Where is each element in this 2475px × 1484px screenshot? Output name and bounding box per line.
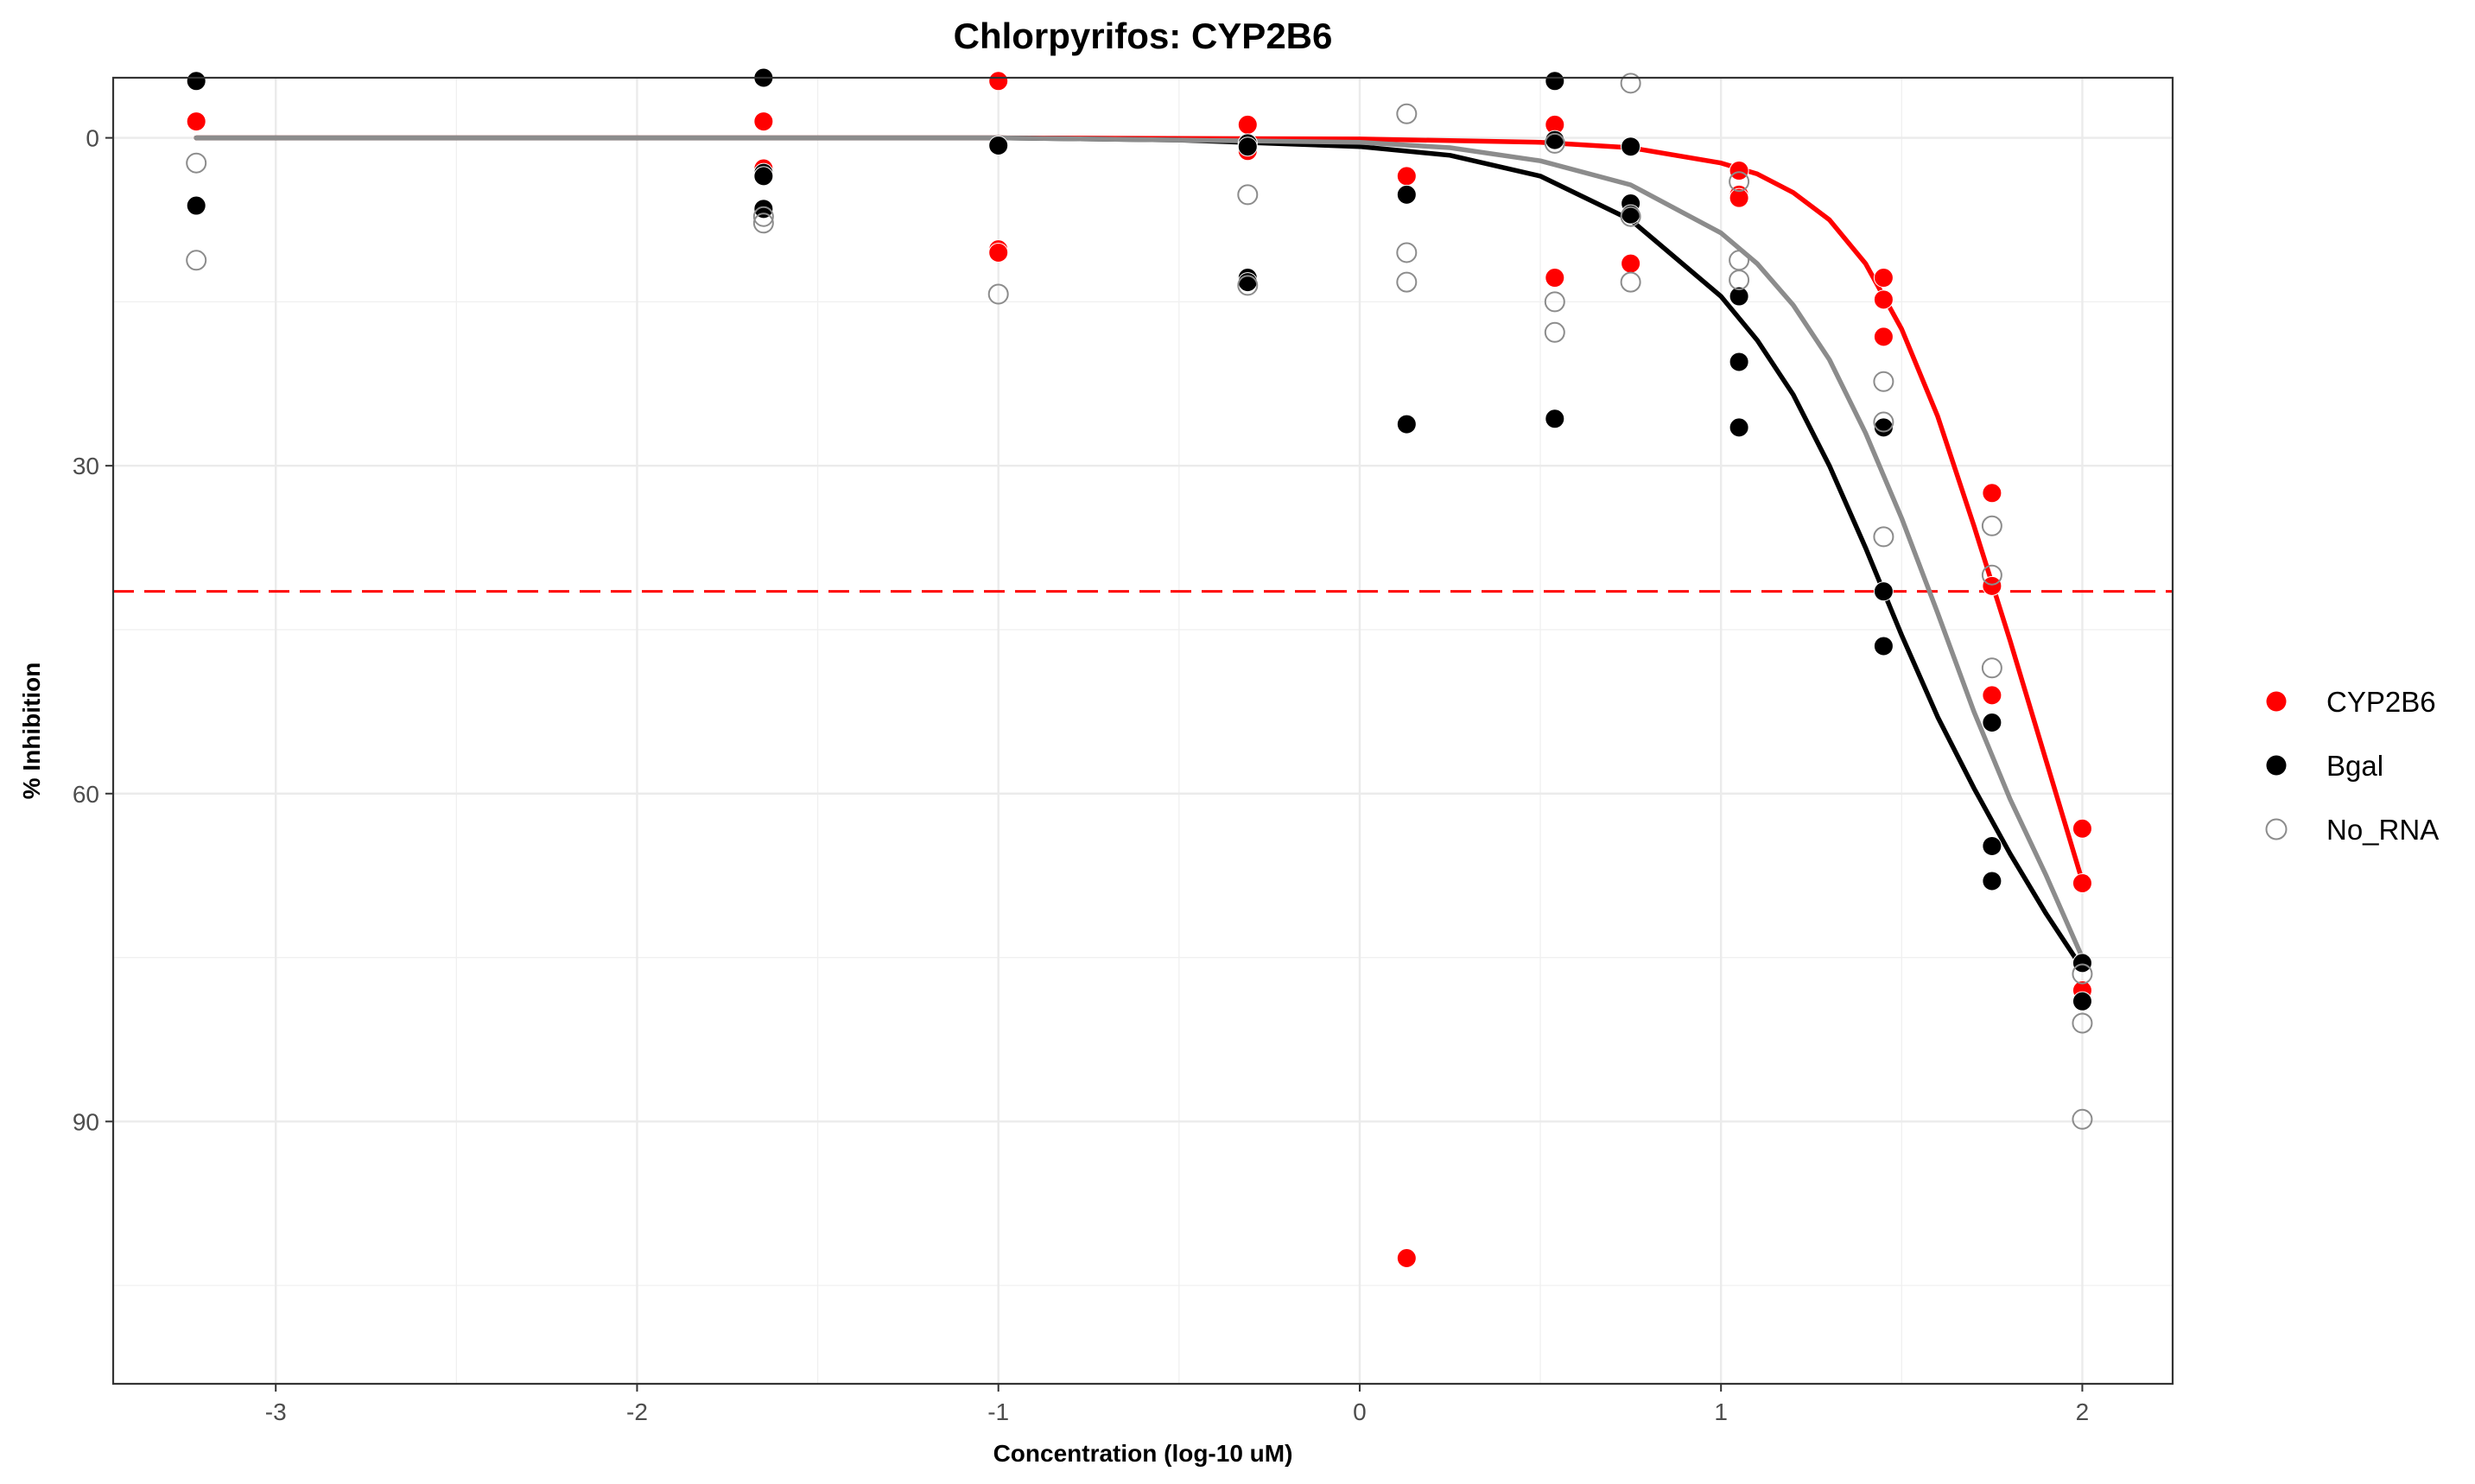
data-point-bgal	[2072, 953, 2092, 973]
data-point-no-rna	[1873, 411, 1894, 433]
y-tick-label: 30	[73, 453, 99, 479]
data-point-cyp2b6	[1396, 1247, 1417, 1268]
data-point-bgal	[1545, 71, 1565, 92]
data-point-no-rna	[2072, 963, 2093, 985]
data-point-no-rna	[1620, 206, 1641, 227]
y-tick-label: 60	[73, 781, 99, 808]
data-point-cyp2b6	[753, 111, 774, 132]
data-point-bgal	[1621, 136, 1641, 157]
data-point-bgal	[1396, 414, 1417, 434]
data-point-cyp2b6	[186, 111, 206, 132]
data-point-bgal	[186, 195, 206, 216]
data-point-no-rna	[987, 283, 1009, 305]
y-axis-title: % Inhibition	[18, 663, 45, 800]
legend-key-bgal	[2266, 755, 2287, 776]
x-tick-label: 0	[1353, 1398, 1367, 1425]
data-point-cyp2b6	[988, 242, 1009, 263]
data-point-no-rna	[1396, 242, 1418, 263]
data-point-no-rna	[1544, 291, 1565, 313]
data-point-bgal	[753, 199, 774, 219]
data-point-no-rna	[1729, 171, 1750, 193]
data-point-cyp2b6	[1621, 253, 1641, 274]
data-point-cyp2b6	[1396, 166, 1417, 187]
data-point-cyp2b6	[1873, 289, 1894, 310]
y-tick-label: 0	[86, 125, 99, 152]
x-axis: -3 -2 -1 0 1 2	[265, 1384, 2089, 1425]
data-point-cyp2b6	[2072, 818, 2092, 839]
data-point-no-rna	[1544, 321, 1565, 343]
legend-label-bgal: Bgal	[2326, 750, 2383, 782]
data-point-cyp2b6	[1982, 575, 2002, 596]
data-point-bgal	[186, 71, 206, 92]
data-point-no-rna	[2072, 1012, 2093, 1034]
data-point-cyp2b6	[1873, 327, 1894, 347]
data-point-no-rna	[1237, 275, 1259, 296]
data-point-no-rna	[2072, 1108, 2093, 1130]
data-point-no-rna	[752, 212, 774, 234]
plot-area	[111, 67, 2174, 1386]
data-point-bgal	[1729, 417, 1749, 438]
data-point-no-rna	[186, 152, 207, 174]
legend-label-no-rna: No_RNA	[2326, 814, 2439, 846]
legend-key-no-rna	[2265, 818, 2288, 840]
data-point-bgal	[1545, 409, 1565, 429]
grid-major	[113, 78, 2173, 1384]
data-point-bgal	[1729, 352, 1749, 372]
data-point-cyp2b6	[1982, 685, 2002, 706]
data-point-bgal	[2072, 991, 2092, 1012]
data-point-bgal	[1873, 581, 1894, 602]
panel-border	[111, 76, 2174, 1386]
data-point-bgal	[1982, 871, 2002, 891]
data-point-no-rna	[1620, 73, 1641, 94]
fit-curve-no-rna	[194, 135, 2085, 961]
data-point-no-rna	[1981, 515, 2002, 536]
data-point-no-rna	[752, 206, 774, 227]
x-tick-label: -1	[987, 1398, 1009, 1425]
legend: CYP2B6 Bgal No_RNA	[2265, 686, 2439, 846]
data-point-cyp2b6	[1237, 114, 1258, 135]
chart-title: Chlorpyrifos: CYP2B6	[954, 16, 1333, 56]
data-point-bgal	[1729, 286, 1749, 307]
x-tick-label: -3	[265, 1398, 287, 1425]
data-point-bgal	[1982, 713, 2002, 733]
data-point-no-rna	[1981, 564, 2002, 586]
data-point-bgal	[988, 135, 1009, 155]
x-tick-label: 2	[2076, 1398, 2090, 1425]
data-point-cyp2b6	[1729, 187, 1749, 208]
data-point-cyp2b6	[1729, 161, 1749, 181]
data-point-bgal	[1873, 636, 1894, 656]
data-point-no-rna	[186, 250, 207, 271]
data-point-no-rna	[1620, 271, 1641, 293]
data-point-bgal	[1873, 417, 1894, 438]
data-point-cyp2b6	[2072, 873, 2092, 894]
data-points	[186, 67, 2093, 1268]
data-point-cyp2b6	[1545, 268, 1565, 289]
data-point-cyp2b6	[1873, 268, 1894, 289]
data-point-no-rna	[1873, 526, 1894, 548]
x-axis-title: Concentration (log-10 uM)	[993, 1440, 1293, 1467]
y-axis: 0 30 60 90	[73, 125, 113, 1135]
data-point-cyp2b6	[988, 71, 1009, 92]
legend-key-cyp2b6	[2266, 691, 2287, 712]
legend-label-cyp2b6: CYP2B6	[2326, 686, 2436, 718]
data-point-bgal	[753, 166, 774, 187]
data-point-bgal	[1237, 136, 1258, 157]
data-point-bgal	[1396, 184, 1417, 205]
fit-curve-bgal	[194, 135, 2085, 971]
data-point-no-rna	[1396, 103, 1418, 124]
x-tick-label: 1	[1714, 1398, 1728, 1425]
data-point-cyp2b6	[1982, 483, 2002, 504]
grid-minor	[113, 78, 2173, 1384]
data-point-no-rna	[1237, 184, 1259, 206]
data-point-no-rna	[1729, 270, 1750, 291]
x-tick-label: -2	[626, 1398, 648, 1425]
data-point-no-rna	[1544, 132, 1565, 154]
data-point-no-rna	[1981, 657, 2002, 679]
data-point-no-rna	[1873, 371, 1894, 392]
data-point-bgal	[1982, 835, 2002, 856]
data-point-no-rna	[1396, 271, 1418, 293]
y-tick-label: 90	[73, 1108, 99, 1135]
